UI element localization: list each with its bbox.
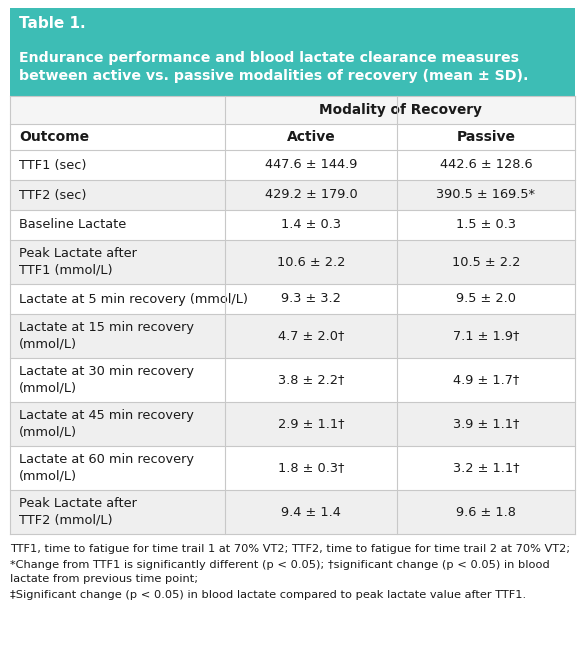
Bar <box>10 180 575 210</box>
Text: Lactate at 60 min recovery
(mmol/L): Lactate at 60 min recovery (mmol/L) <box>19 454 194 483</box>
Bar <box>10 150 575 180</box>
Text: Modality of Recovery: Modality of Recovery <box>319 103 481 117</box>
Text: 9.6 ± 1.8: 9.6 ± 1.8 <box>456 505 516 519</box>
Text: Passive: Passive <box>456 130 515 144</box>
Text: 9.3 ± 3.2: 9.3 ± 3.2 <box>281 293 341 305</box>
Text: Active: Active <box>287 130 335 144</box>
Bar <box>10 358 575 402</box>
Bar <box>10 490 575 534</box>
Text: 3.8 ± 2.2†: 3.8 ± 2.2† <box>278 373 344 386</box>
Text: Peak Lactate after
TTF2 (mmol/L): Peak Lactate after TTF2 (mmol/L) <box>19 497 137 527</box>
Bar <box>10 240 575 284</box>
Bar <box>10 124 575 150</box>
Text: Lactate at 5 min recovery (mmol/L): Lactate at 5 min recovery (mmol/L) <box>19 293 248 305</box>
Text: 390.5 ± 169.5*: 390.5 ± 169.5* <box>436 189 535 201</box>
Text: 4.7 ± 2.0†: 4.7 ± 2.0† <box>278 329 344 343</box>
Text: Lactate at 15 min recovery
(mmol/L): Lactate at 15 min recovery (mmol/L) <box>19 321 194 351</box>
Text: Endurance performance and blood lactate clearance measures
between active vs. pa: Endurance performance and blood lactate … <box>19 50 528 84</box>
Bar <box>10 210 575 240</box>
Text: TTF1 (sec): TTF1 (sec) <box>19 159 87 171</box>
Text: 4.9 ± 1.7†: 4.9 ± 1.7† <box>453 373 519 386</box>
Text: TTF2 (sec): TTF2 (sec) <box>19 189 87 201</box>
Text: TTF1, time to fatigue for time trail 1 at 70% VT2; TTF2, time to fatigue for tim: TTF1, time to fatigue for time trail 1 a… <box>10 544 570 554</box>
Text: 10.5 ± 2.2: 10.5 ± 2.2 <box>452 256 520 268</box>
Text: 447.6 ± 144.9: 447.6 ± 144.9 <box>265 159 357 171</box>
Text: 442.6 ± 128.6: 442.6 ± 128.6 <box>440 159 532 171</box>
Bar <box>10 314 575 358</box>
Text: ‡Significant change (p < 0.05) in blood lactate compared to peak lactate value a: ‡Significant change (p < 0.05) in blood … <box>10 590 526 600</box>
Text: Lactate at 45 min recovery
(mmol/L): Lactate at 45 min recovery (mmol/L) <box>19 409 194 439</box>
Bar <box>10 284 575 314</box>
Text: 3.2 ± 1.1†: 3.2 ± 1.1† <box>453 461 519 475</box>
Text: Lactate at 30 min recovery
(mmol/L): Lactate at 30 min recovery (mmol/L) <box>19 365 194 395</box>
Bar <box>10 96 575 124</box>
Text: Baseline Lactate: Baseline Lactate <box>19 218 126 232</box>
Text: 9.5 ± 2.0: 9.5 ± 2.0 <box>456 293 516 305</box>
Bar <box>10 446 575 490</box>
Text: 429.2 ± 179.0: 429.2 ± 179.0 <box>264 189 357 201</box>
Text: Table 1.: Table 1. <box>19 15 85 31</box>
Text: *Change from TTF1 is significantly different (p < 0.05); †significant change (p : *Change from TTF1 is significantly diffe… <box>10 560 550 584</box>
Text: 10.6 ± 2.2: 10.6 ± 2.2 <box>277 256 345 268</box>
Bar <box>10 8 575 96</box>
Text: 1.4 ± 0.3: 1.4 ± 0.3 <box>281 218 341 232</box>
Text: Peak Lactate after
TTF1 (mmol/L): Peak Lactate after TTF1 (mmol/L) <box>19 247 137 277</box>
Text: 7.1 ± 1.9†: 7.1 ± 1.9† <box>453 329 519 343</box>
Text: 1.8 ± 0.3†: 1.8 ± 0.3† <box>278 461 344 475</box>
Text: 9.4 ± 1.4: 9.4 ± 1.4 <box>281 505 341 519</box>
Text: Outcome: Outcome <box>19 130 89 144</box>
Text: 3.9 ± 1.1†: 3.9 ± 1.1† <box>453 418 519 430</box>
Text: 2.9 ± 1.1†: 2.9 ± 1.1† <box>278 418 344 430</box>
Bar <box>10 402 575 446</box>
Text: 1.5 ± 0.3: 1.5 ± 0.3 <box>456 218 516 232</box>
